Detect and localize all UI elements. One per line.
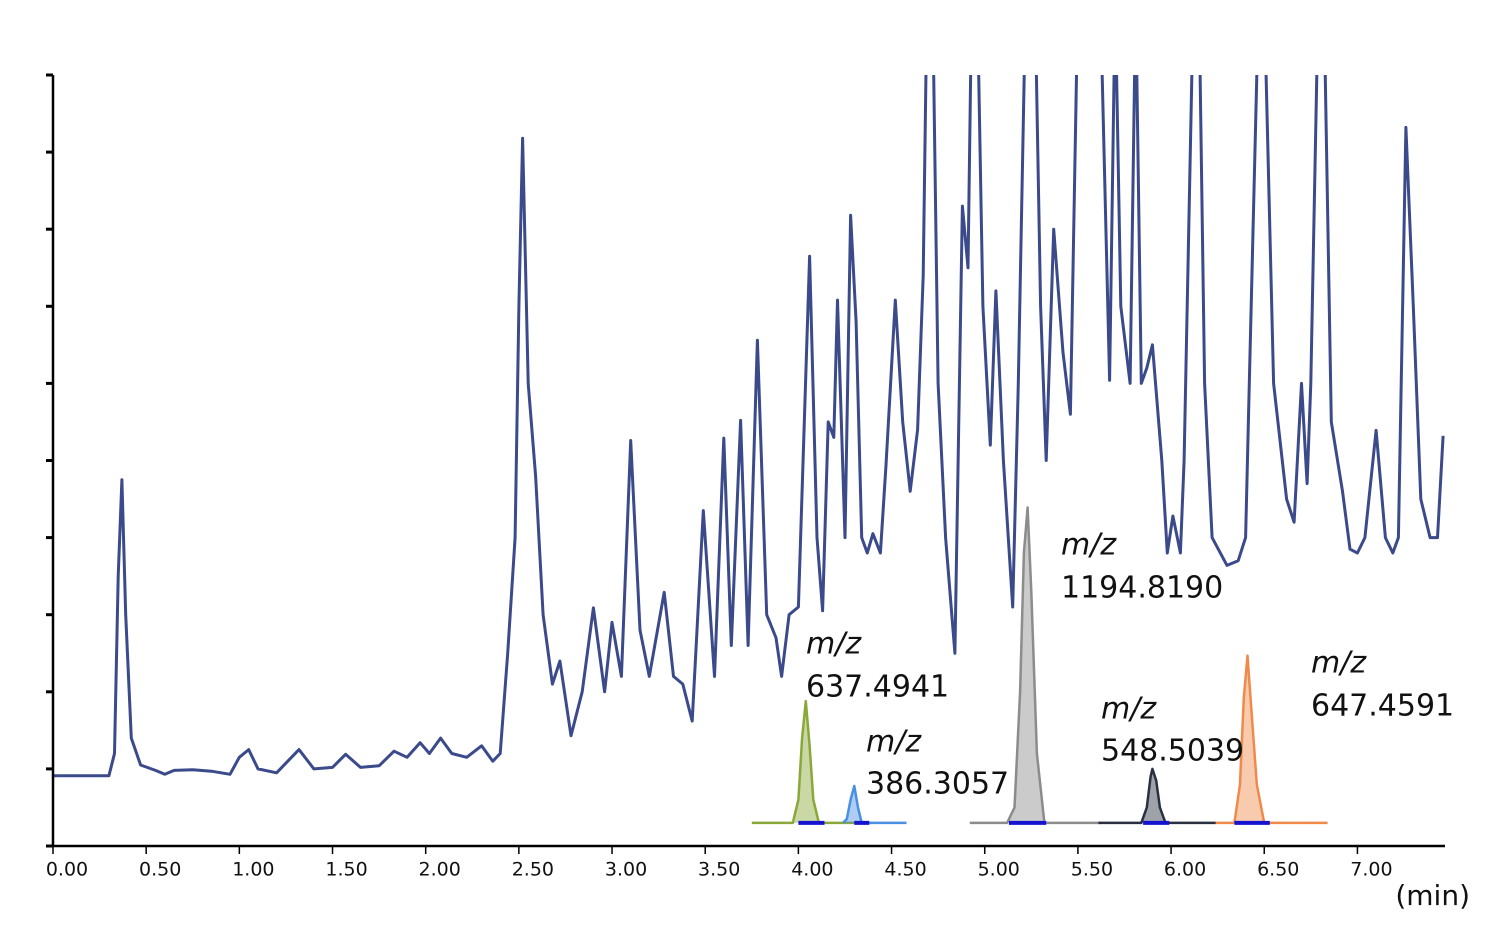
x-tick-label: 1.50	[325, 859, 367, 881]
x-tick-label: 4.00	[791, 859, 833, 881]
x-tick-label: 3.00	[605, 859, 647, 881]
eic-line	[1098, 767, 1216, 825]
x-tick-label: 7.00	[1350, 859, 1392, 881]
x-tick-label: 6.00	[1164, 859, 1206, 881]
legend-label: 548.5039	[1101, 734, 1244, 769]
eic-line	[751, 699, 873, 825]
plot-area	[53, 75, 1445, 825]
eic-line	[969, 506, 1101, 825]
x-tick-label: 3.50	[698, 859, 740, 881]
legend-label: 386.3057	[866, 767, 1009, 802]
annotation-prefix: m/z	[806, 627, 862, 662]
legend-label: 1194.8190	[1061, 571, 1223, 606]
x-tick-label: 2.50	[512, 859, 554, 881]
trace-line	[53, 75, 1445, 778]
x-tick-label: 4.50	[884, 859, 926, 881]
annotation-prefix: m/z	[1101, 692, 1157, 727]
eic-line-area	[1215, 655, 1328, 823]
eic-line-area	[969, 507, 1101, 823]
x-tick-label: 1.00	[232, 859, 274, 881]
x-tick-label: 2.00	[419, 859, 461, 881]
legend-label: 647.4591	[1311, 689, 1454, 724]
x-tick-label: 5.50	[1071, 859, 1113, 881]
annotation-prefix: m/z	[1061, 528, 1117, 563]
x-axis-title: (min)	[1395, 879, 1470, 912]
x-tick-label: 0.00	[46, 859, 88, 881]
x-tick-label: 5.00	[978, 859, 1020, 881]
annotation-prefix: m/z	[866, 725, 922, 760]
legend-label: 637.4941	[806, 670, 949, 705]
annotation-prefix: m/z	[1311, 646, 1367, 681]
eic-line	[1215, 654, 1328, 825]
x-tick-label: 0.50	[139, 859, 181, 881]
x-tick-label: 6.50	[1257, 859, 1299, 881]
